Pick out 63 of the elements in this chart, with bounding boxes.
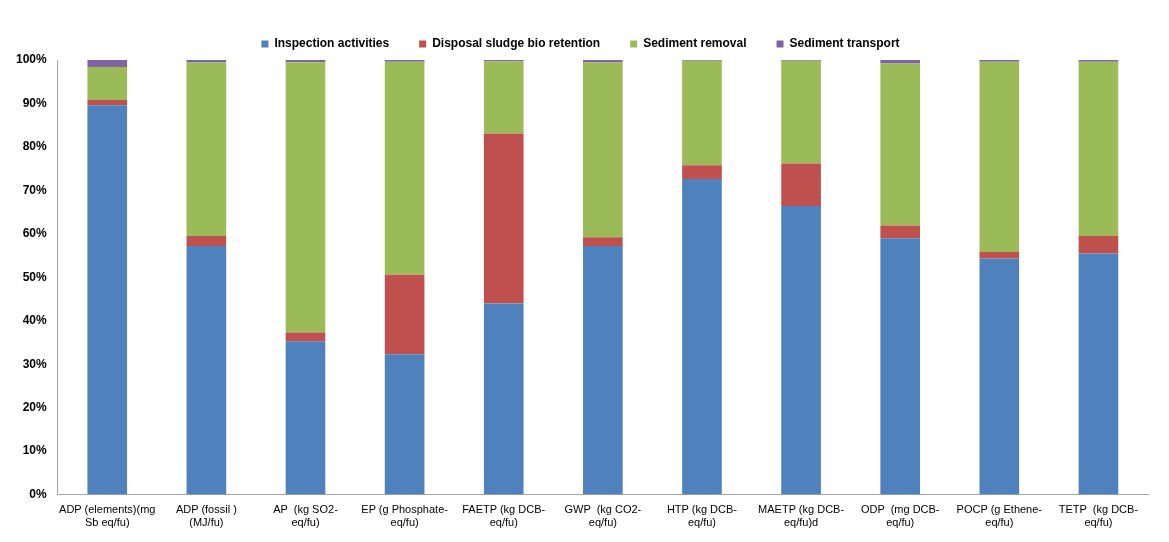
bar	[979, 258, 1020, 495]
bar	[781, 206, 821, 495]
bar	[880, 63, 921, 226]
legend-label: Inspection activities	[274, 36, 390, 51]
y-tick-label: 30%	[22, 356, 48, 371]
bar	[384, 61, 425, 275]
bar	[186, 236, 227, 247]
bar	[583, 60, 623, 63]
bar	[285, 341, 326, 495]
x-tick-label: GWP (kg CO2-eq/fu)	[564, 503, 642, 529]
x-tick-label: MAETP (kg DCB-eq/fu)d	[758, 503, 845, 529]
bar	[285, 62, 326, 333]
bar	[1078, 61, 1119, 237]
x-tick-label: HTP (kg DCB-eq/fu)	[666, 503, 738, 529]
bar	[781, 60, 821, 164]
bar	[87, 60, 128, 67]
bar	[285, 60, 326, 63]
x-tick-label: FAETP (kg DCB-eq/fu)	[462, 503, 546, 529]
bar	[87, 66, 128, 100]
y-tick-label: 60%	[22, 226, 48, 241]
y-tick-label: 80%	[22, 139, 48, 154]
bar	[186, 246, 227, 495]
y-tick-label: 40%	[22, 313, 48, 328]
bar	[87, 105, 128, 495]
y-tick-label: 100%	[15, 52, 48, 67]
bar	[186, 62, 227, 237]
bar	[1078, 236, 1119, 254]
bar	[583, 237, 623, 247]
x-tick-label: ODP (mg DCB-eq/fu)	[860, 503, 940, 529]
x-tick-label: EP (g Phosphate-eq/fu)	[361, 503, 449, 529]
bar	[384, 354, 425, 495]
bar	[384, 274, 425, 355]
bar	[483, 61, 524, 134]
legend-label: Sediment transport	[789, 36, 900, 51]
bar	[87, 99, 128, 106]
y-tick-label: 50%	[22, 269, 48, 284]
x-tick-label: ADP (elements)(mg Sb eq/fu)	[59, 503, 156, 529]
bar	[483, 133, 524, 304]
y-tick-label: 0%	[29, 486, 48, 501]
bar	[285, 332, 326, 342]
x-tick-label: AP (kg SO2-eq/fu)	[273, 503, 339, 529]
y-tick-label: 90%	[22, 95, 48, 110]
bar	[583, 62, 623, 238]
x-tick-label: POCP (g Ethene-eq/fu)	[956, 503, 1043, 529]
y-tick-label: 10%	[22, 443, 48, 458]
bar	[979, 61, 1020, 253]
bar	[880, 238, 921, 495]
bar	[979, 252, 1020, 259]
bar	[682, 165, 722, 180]
bar	[1078, 253, 1119, 495]
legend-label: Disposal sludge bio retention	[432, 36, 601, 51]
x-tick-label: TETP (kg DCB-eq/fu)	[1058, 503, 1139, 529]
legend-label: Sediment removal	[643, 36, 747, 51]
bar	[781, 163, 821, 207]
bar	[880, 225, 921, 239]
y-tick-label: 70%	[22, 182, 48, 197]
y-tick-label: 20%	[22, 399, 48, 414]
bar	[682, 60, 722, 166]
bar	[583, 246, 623, 495]
bar	[483, 303, 524, 495]
bar	[682, 179, 722, 495]
bar	[186, 60, 227, 63]
x-tick-label: ADP (fossil ) (MJ/fu)	[175, 503, 237, 529]
